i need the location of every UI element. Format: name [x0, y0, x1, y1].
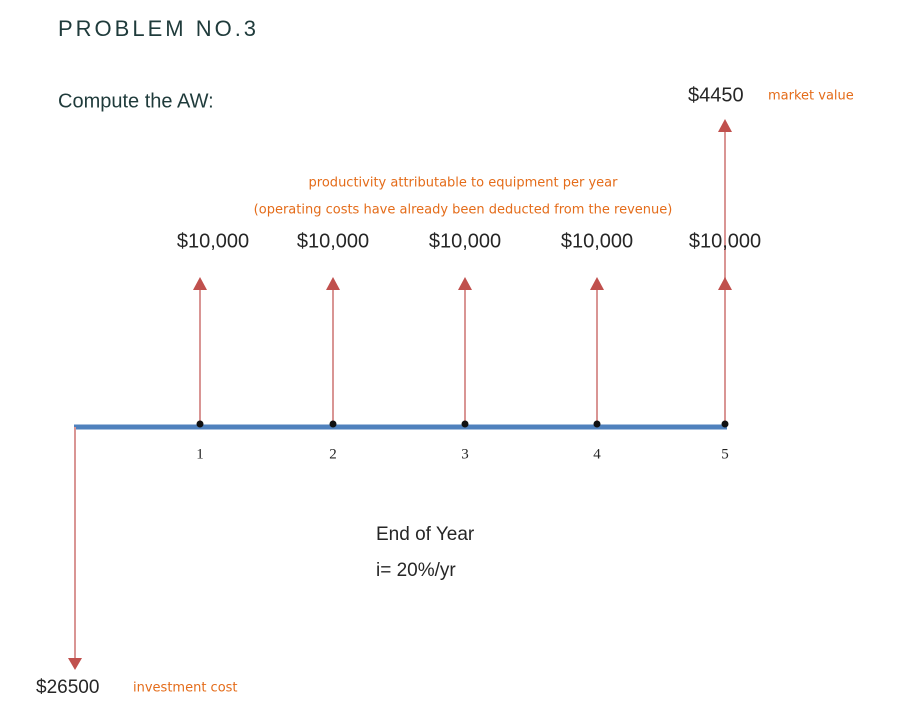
arrow-head	[718, 119, 732, 132]
market-value-note: market value	[768, 89, 854, 104]
investment-note: investment cost	[133, 681, 238, 696]
point	[593, 420, 601, 428]
arrow-head	[68, 658, 82, 670]
point	[329, 420, 337, 428]
period: 4	[593, 446, 601, 462]
amount: $10,000	[297, 230, 369, 252]
note: productivity attributable to equipment p…	[309, 176, 619, 191]
amount: $10,000	[561, 230, 633, 252]
market-value: $4450	[688, 84, 744, 106]
arrow-head	[590, 277, 604, 290]
note: (operating costs have already been deduc…	[254, 203, 673, 218]
interest: i= 20%/yr	[376, 560, 456, 581]
arrow-head	[326, 277, 340, 290]
amount: $10,000	[429, 230, 501, 252]
prompt: Compute the AW:	[58, 90, 214, 112]
amount: $10,000	[177, 230, 249, 252]
arrow-head	[193, 277, 207, 290]
investment: $26500	[36, 677, 99, 698]
point	[721, 420, 729, 428]
amount: $10,000	[689, 230, 761, 252]
period: 2	[329, 446, 337, 462]
title: PROBLEM NO.3	[58, 16, 259, 41]
period: 1	[196, 446, 204, 462]
arrow-head	[458, 277, 472, 290]
arrow-head	[718, 277, 732, 290]
time-label: End of Year	[376, 524, 475, 545]
period: 3	[461, 446, 469, 462]
point	[461, 420, 469, 428]
point	[196, 420, 204, 428]
period: 5	[721, 446, 729, 462]
cash-flows: $10,000 1 $10,000 2 $10,000 3 $10,000 4 $10,000 5	[177, 230, 761, 462]
